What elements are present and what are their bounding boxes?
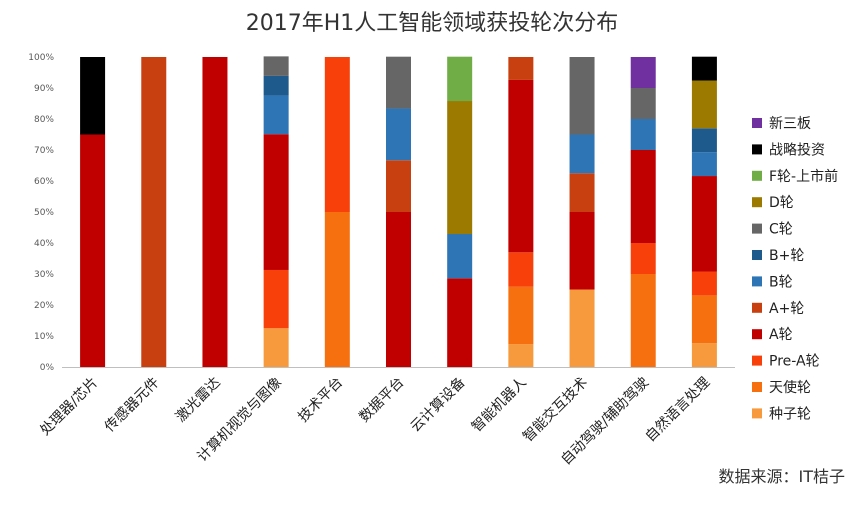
bar-segment — [324, 57, 350, 212]
legend-swatch — [752, 302, 762, 313]
x-category-label: 传感器元件 — [101, 374, 163, 436]
y-tick-label: 0% — [40, 363, 55, 373]
bar-segment — [691, 128, 717, 153]
y-tick-label: 80% — [34, 115, 54, 125]
bar-segment — [691, 176, 717, 272]
bar-segment — [447, 278, 473, 367]
chart-title: 2017年H1人工智能领域获投轮次分布 — [246, 11, 619, 36]
x-category-label: 处理器/芯片 — [37, 375, 101, 439]
y-tick-label: 100% — [28, 53, 54, 63]
legend-label: 天使轮 — [769, 379, 811, 396]
y-tick-label: 20% — [34, 301, 54, 311]
bar-segment — [80, 134, 106, 367]
bar-segment — [691, 152, 717, 177]
bar-segment — [569, 173, 595, 212]
legend-label: 战略投资 — [769, 142, 825, 158]
legend-label: D轮 — [769, 195, 794, 211]
legend-swatch — [752, 223, 762, 234]
bar-segment — [691, 80, 717, 129]
legend-swatch — [752, 276, 762, 287]
bar-segment — [386, 212, 411, 367]
bar-segment — [386, 108, 411, 161]
legend-swatch — [752, 144, 762, 155]
bar-segment — [263, 75, 289, 96]
y-tick-label: 40% — [34, 239, 54, 249]
source-note: 数据来源：IT桔子 — [719, 467, 846, 486]
bar-segment — [691, 56, 717, 81]
bar-segment — [508, 286, 534, 345]
bar-segment — [263, 328, 289, 367]
bar-segment — [80, 57, 106, 135]
bar-segment — [630, 274, 656, 367]
bar-segment — [263, 95, 289, 135]
bar-segment — [263, 134, 289, 270]
bars — [80, 56, 717, 367]
bar-segment — [691, 271, 717, 296]
legend-label: 种子轮 — [769, 406, 811, 422]
x-category-label: 智能机器人 — [469, 375, 530, 436]
legend-label: F轮-上市前 — [769, 168, 838, 185]
bar-segment — [263, 269, 289, 329]
bar-segment — [569, 289, 595, 367]
legend-label: Pre-A轮 — [769, 354, 820, 370]
x-category-label: 数据平台 — [356, 375, 407, 426]
bar-segment — [630, 57, 656, 88]
legend-swatch — [752, 118, 762, 128]
bar-segment — [141, 57, 167, 367]
x-category-label: 云计算设备 — [407, 374, 469, 436]
bar-segment — [508, 344, 534, 367]
x-category-label: 激光雷达 — [172, 374, 224, 426]
bar-segment — [447, 56, 473, 102]
bar-segment — [386, 160, 411, 212]
legend-swatch — [752, 170, 762, 181]
bar-segment — [569, 57, 595, 135]
legend-swatch — [752, 408, 762, 419]
y-tick-label: 10% — [34, 332, 54, 342]
bar-segment — [691, 295, 717, 344]
legend-swatch — [752, 382, 762, 392]
bar-segment — [508, 252, 534, 287]
legend-swatch — [752, 329, 762, 340]
legend-label: A轮 — [769, 327, 793, 343]
bar-segment — [202, 57, 228, 367]
legend-label: A+轮 — [769, 301, 804, 317]
x-category-label: 自然语言处理 — [642, 374, 713, 445]
y-axis: 0% 10% 20% 30% 40% 50% 60% 70% 80% 90% 100% — [28, 53, 54, 373]
bar-segment — [630, 243, 656, 274]
y-tick-label: 90% — [34, 84, 54, 94]
y-tick-label: 50% — [34, 208, 54, 218]
bar-segment — [630, 150, 656, 243]
y-tick-label: 30% — [34, 270, 54, 280]
bar-segment — [263, 56, 289, 76]
bar-segment — [508, 57, 534, 80]
bar-segment — [691, 343, 717, 367]
bar-segment — [447, 101, 473, 235]
y-tick-label: 70% — [34, 146, 54, 156]
bar-segment — [569, 134, 595, 174]
bar-segment — [569, 212, 595, 290]
legend-label: B+轮 — [769, 248, 804, 264]
x-category-label: 技术平台 — [295, 375, 346, 426]
legend-label: B轮 — [769, 274, 793, 290]
legend-swatch — [752, 197, 762, 208]
legend-swatch — [752, 250, 762, 260]
legend-label: 新三板 — [769, 116, 811, 132]
legend-swatch — [752, 355, 762, 366]
y-tick-label: 60% — [34, 177, 54, 187]
bar-segment — [508, 79, 534, 253]
bar-segment — [386, 56, 411, 109]
legend-label: C轮 — [769, 222, 793, 238]
bar-segment — [447, 234, 473, 279]
bar-segment — [630, 119, 656, 150]
bar-segment — [630, 88, 656, 119]
bar-segment — [324, 212, 350, 367]
